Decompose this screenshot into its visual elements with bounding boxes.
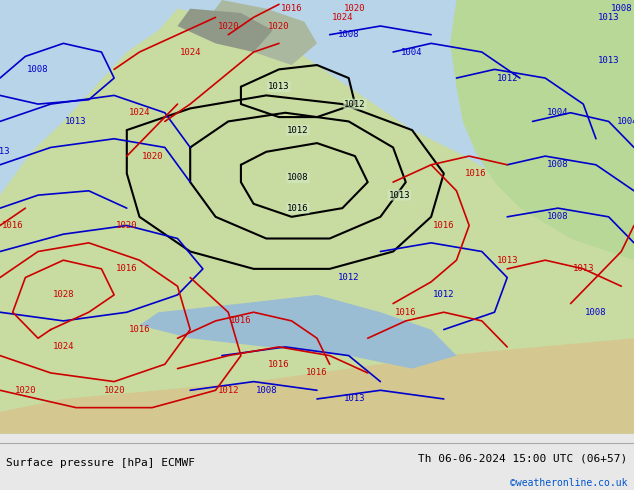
Polygon shape	[0, 338, 634, 434]
Polygon shape	[0, 0, 634, 434]
Text: 1020: 1020	[103, 386, 125, 395]
Text: 1024: 1024	[53, 343, 74, 351]
Polygon shape	[101, 251, 254, 368]
Text: 1016: 1016	[281, 4, 302, 13]
Text: Th 06-06-2024 15:00 UTC (06+57): Th 06-06-2024 15:00 UTC (06+57)	[418, 453, 628, 463]
Text: 1012: 1012	[344, 99, 366, 109]
Text: 1008: 1008	[27, 65, 49, 74]
Text: Surface pressure [hPa] ECMWF: Surface pressure [hPa] ECMWF	[6, 458, 195, 468]
Text: 1008: 1008	[256, 386, 277, 395]
Text: 1020: 1020	[344, 4, 366, 13]
Polygon shape	[209, 0, 317, 65]
Text: 1024: 1024	[332, 13, 353, 22]
Text: 1016: 1016	[116, 265, 138, 273]
Text: 1013: 1013	[65, 117, 87, 126]
Text: 1008: 1008	[547, 212, 569, 221]
Text: 1028: 1028	[53, 291, 74, 299]
Text: 1004: 1004	[401, 48, 423, 56]
Text: 1016: 1016	[268, 360, 290, 369]
Text: 1013: 1013	[268, 82, 290, 91]
Text: 1012: 1012	[287, 125, 309, 135]
Text: 1020: 1020	[217, 22, 239, 30]
Text: 1008: 1008	[585, 308, 607, 317]
Text: 1004: 1004	[617, 117, 634, 126]
Polygon shape	[139, 295, 456, 368]
Text: 1008: 1008	[338, 30, 359, 39]
Text: 1008: 1008	[287, 173, 309, 182]
Polygon shape	[450, 0, 634, 260]
Text: 1012: 1012	[433, 291, 455, 299]
Text: 1016: 1016	[230, 317, 252, 325]
Text: 1013: 1013	[344, 394, 366, 403]
Polygon shape	[0, 9, 634, 434]
Text: 1020: 1020	[141, 151, 163, 161]
Text: 1012: 1012	[217, 386, 239, 395]
Text: 1008: 1008	[611, 4, 632, 13]
Text: 1020: 1020	[116, 221, 138, 230]
Text: 1008: 1008	[547, 160, 569, 169]
Text: 1016: 1016	[287, 204, 309, 213]
Text: ©weatheronline.co.uk: ©weatheronline.co.uk	[510, 478, 628, 488]
Text: 1016: 1016	[306, 368, 328, 377]
Text: 1013: 1013	[0, 147, 11, 156]
Text: 1016: 1016	[395, 308, 417, 317]
Text: 1020: 1020	[15, 386, 36, 395]
Text: 1024: 1024	[179, 48, 201, 56]
Text: 1013: 1013	[496, 256, 518, 265]
Text: 1024: 1024	[129, 108, 150, 117]
Text: 1013: 1013	[573, 265, 594, 273]
Text: 1012: 1012	[496, 74, 518, 82]
Text: 1020: 1020	[268, 22, 290, 30]
Text: 1013: 1013	[598, 13, 619, 22]
Text: 1016: 1016	[2, 221, 23, 230]
Text: 1016: 1016	[433, 221, 455, 230]
Text: 1013: 1013	[598, 56, 619, 65]
Text: 1012: 1012	[338, 273, 359, 282]
Text: 1016: 1016	[465, 169, 486, 178]
Text: 1016: 1016	[129, 325, 150, 334]
Text: 1013: 1013	[389, 191, 410, 199]
Text: 1004: 1004	[547, 108, 569, 117]
Polygon shape	[178, 9, 273, 52]
